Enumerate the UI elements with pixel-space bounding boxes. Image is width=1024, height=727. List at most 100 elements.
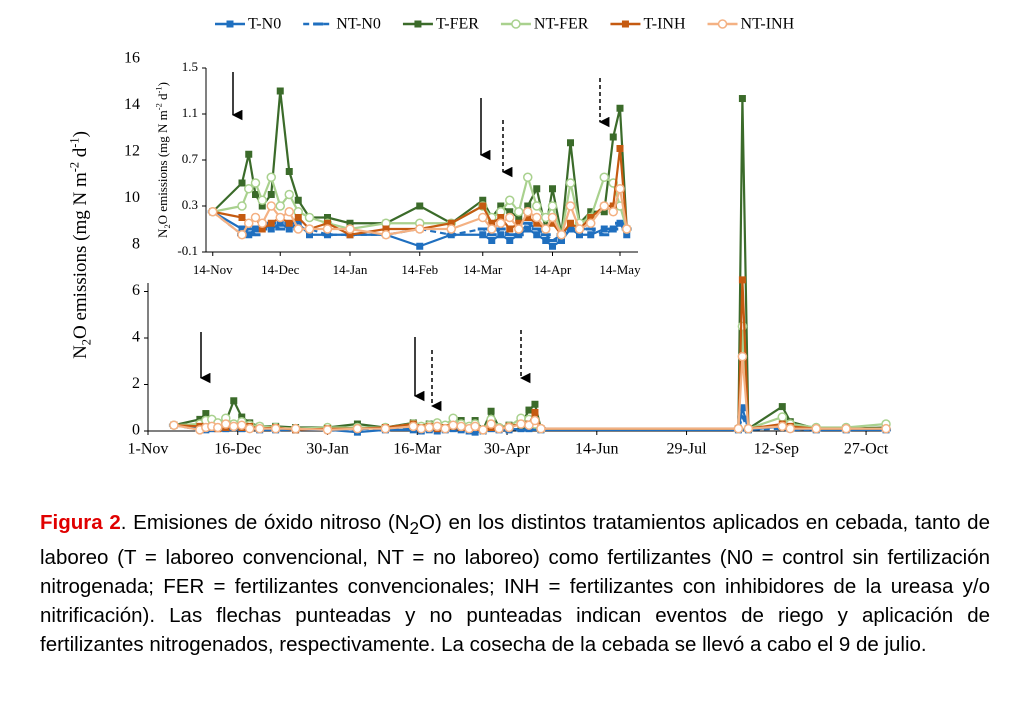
point	[524, 225, 532, 233]
point	[456, 421, 466, 432]
point	[599, 201, 609, 211]
y-tick-label: 14	[124, 96, 140, 113]
inset-background	[140, 58, 646, 283]
point	[525, 406, 533, 414]
point	[470, 421, 480, 432]
point	[250, 212, 261, 223]
y-tick-label: 0	[132, 422, 140, 439]
point	[523, 172, 533, 182]
y-tick-label: 2	[132, 375, 140, 392]
point	[244, 423, 255, 434]
point	[530, 415, 540, 426]
point	[497, 202, 505, 210]
x-tick-label: 14-Dec	[261, 262, 299, 277]
point	[506, 208, 514, 216]
point	[616, 104, 624, 112]
point	[304, 224, 315, 234]
point	[267, 225, 275, 233]
point	[275, 227, 286, 231]
x-tick-label: 14-May	[599, 262, 641, 277]
point	[257, 195, 267, 205]
y-tick-label: 8	[132, 236, 140, 253]
point	[524, 214, 532, 221]
x-tick-label: 1-Nov	[128, 441, 169, 458]
point	[505, 195, 515, 205]
point	[497, 231, 505, 239]
point	[506, 237, 514, 244]
x-tick-label: 27-Oct	[844, 441, 889, 458]
point	[416, 242, 424, 250]
x-tick-label: 14-Jun	[575, 441, 619, 458]
point	[324, 214, 331, 221]
point	[881, 423, 891, 434]
point	[811, 423, 821, 434]
caption: Figura 2. Emisiones de óxido nitroso (N2…	[40, 508, 990, 659]
point	[533, 185, 541, 193]
point	[777, 421, 788, 432]
point	[352, 423, 363, 434]
point	[496, 218, 506, 228]
point	[622, 224, 632, 234]
point	[514, 224, 524, 234]
x-tick-label: 30-Jan	[306, 441, 349, 458]
point	[533, 231, 541, 239]
y-axis-label: N2O emissions (mg N m-2 d-1)	[67, 131, 93, 359]
y-tick-label: 0.3	[182, 197, 198, 212]
point	[477, 227, 488, 231]
point	[615, 184, 625, 194]
point	[565, 178, 576, 188]
legend-marker	[226, 20, 234, 28]
point	[267, 191, 275, 198]
point	[250, 178, 261, 188]
point	[424, 422, 434, 433]
point	[777, 412, 788, 422]
point	[574, 224, 585, 234]
point	[257, 218, 267, 228]
point	[322, 233, 333, 237]
x-tick-label: 14-Feb	[401, 262, 438, 277]
y-tick-label: 12	[124, 143, 140, 160]
point	[515, 219, 523, 227]
point	[229, 421, 239, 432]
point	[244, 218, 254, 228]
point	[447, 219, 455, 227]
point	[294, 214, 302, 221]
point	[294, 219, 302, 227]
point	[532, 201, 542, 211]
y-axis-label-part: -1	[67, 137, 81, 147]
point	[345, 224, 355, 234]
y-tick-label: 0.7	[182, 151, 199, 166]
point	[609, 202, 617, 210]
point	[623, 231, 631, 239]
point	[446, 233, 457, 237]
y-axis-label-part: O emissions (mg N m	[70, 172, 91, 339]
point	[432, 421, 442, 432]
point	[495, 227, 506, 231]
point	[514, 207, 524, 217]
point	[547, 212, 558, 223]
point	[294, 196, 302, 204]
point	[245, 231, 253, 239]
point	[408, 421, 419, 432]
point	[531, 400, 539, 408]
point	[479, 202, 487, 210]
point	[266, 201, 276, 211]
point	[541, 224, 551, 234]
arrows	[199, 330, 531, 412]
y-axis-label-part: )	[155, 82, 170, 86]
y-tick-label: 10	[124, 189, 140, 206]
point	[547, 201, 558, 211]
caption-text: O) en los distintos tratamientos aplicad…	[40, 511, 990, 657]
point	[600, 208, 608, 216]
point	[522, 221, 533, 225]
caption-text: . Emisiones de óxido nitroso (N	[120, 511, 410, 534]
y-axis-label-part: -2	[67, 162, 81, 172]
point	[270, 423, 281, 434]
point	[237, 230, 247, 240]
point	[285, 219, 293, 227]
point	[587, 214, 595, 221]
point	[524, 202, 532, 210]
point	[513, 233, 524, 237]
point	[532, 212, 542, 223]
